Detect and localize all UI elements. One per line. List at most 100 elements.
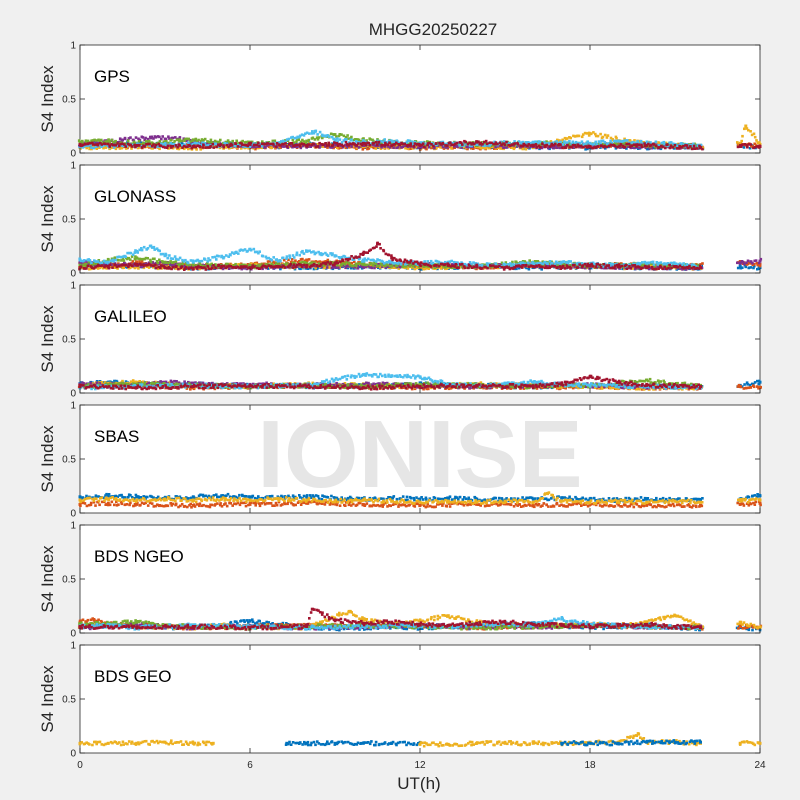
data-point [194,137,198,141]
data-point [234,145,238,148]
data-point [156,248,160,252]
data-point [326,254,330,257]
data-point [181,258,184,262]
data-point [663,142,666,146]
data-point [695,263,698,266]
data-point [270,259,274,262]
data-point [417,146,420,149]
data-point [352,142,355,145]
data-point [299,267,302,271]
data-point [669,144,673,148]
data-point [277,143,281,146]
data-point [299,258,303,261]
data-point [189,259,193,262]
data-point [489,266,492,270]
data-point [183,265,187,269]
data-point [181,262,184,266]
data-point [470,147,473,150]
data-point [257,263,260,267]
data-point [124,265,127,269]
data-point [503,143,507,146]
data-point [749,143,753,146]
data-point [253,143,256,147]
data-point [454,142,457,146]
data-point [119,142,122,146]
data-point [493,140,496,144]
data-point [356,138,359,141]
data-point [634,141,638,145]
data-point [185,137,188,141]
data-point [121,257,125,261]
data-point [152,143,155,146]
data-point [81,139,84,143]
data-point [316,133,319,136]
data-point [90,146,93,149]
data-point [188,144,192,147]
data-point [214,263,217,266]
data-point [98,141,102,145]
data-point [599,132,602,136]
data-point [238,145,241,148]
data-point [377,140,381,144]
data-point [398,260,401,264]
data-point [441,142,445,146]
data-point [85,146,88,150]
data-point [128,266,132,270]
data-point [124,147,128,150]
data-point [110,263,113,266]
data-point [347,261,351,265]
data-point [195,142,199,145]
data-point [499,147,502,150]
data-point [123,137,127,141]
data-point [310,261,314,264]
data-point [522,142,525,146]
data-point [423,143,427,147]
data-point [330,266,334,270]
data-point [661,144,665,147]
data-point [541,141,544,144]
data-point [573,265,576,269]
data-point [93,262,96,266]
data-point [570,263,573,267]
y-tick-label: 1 [70,41,76,52]
data-point [568,145,572,149]
data-point [345,138,348,141]
data-point [556,138,559,142]
data-point [483,263,486,267]
data-point [669,141,673,144]
data-point [754,259,758,262]
data-point [146,257,149,260]
data-point [153,248,156,251]
data-point [753,259,756,263]
data-point [413,140,417,144]
data-point [120,146,124,150]
data-point [586,147,589,151]
data-point [485,262,489,265]
data-point [396,146,400,149]
data-point [357,146,361,149]
data-point [156,135,160,138]
data-point [324,142,327,145]
data-point [86,142,90,145]
data-point [333,145,337,148]
data-point [353,260,356,264]
data-point [753,146,757,149]
data-point [124,255,127,259]
data-point [117,259,120,262]
y-tick-label: 0.5 [62,95,76,106]
data-point [376,258,379,261]
data-point [304,132,307,135]
data-point [636,140,639,143]
data-point [241,139,244,143]
data-point [512,147,516,151]
data-point [758,141,761,144]
data-point [340,146,343,150]
data-point [410,140,414,143]
data-point [171,257,175,261]
data-point [132,140,136,144]
data-point [505,143,508,147]
data-point [661,145,664,149]
data-point [285,266,288,269]
data-point [357,140,361,144]
data-point [354,262,358,266]
